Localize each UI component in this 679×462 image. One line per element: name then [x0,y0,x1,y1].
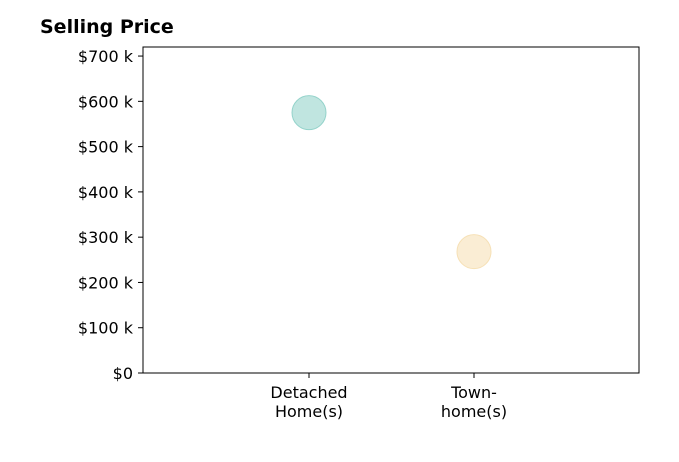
plot-area [142,46,640,374]
data-point [291,95,327,131]
data-points [291,95,492,270]
y-tick-label: $300 k [78,228,134,247]
plot-frame [142,46,640,374]
y-tick-label: $400 k [78,183,134,202]
y-tick-label: $200 k [78,273,134,292]
y-tick-label: $0 [113,364,133,383]
chart-title: Selling Price [40,16,174,38]
x-tick-label: Town-home(s) [441,383,507,421]
y-tick-label: $500 k [78,138,134,157]
x-axis: Detached Home(s) Town-home(s) [270,373,507,421]
y-tick-label: $100 k [78,319,134,338]
data-point [456,234,492,270]
x-tick-label: Detached Home(s) [270,383,347,421]
y-tick-label: $600 k [78,92,134,111]
y-tick-label: $700 k [78,47,134,66]
y-axis: $0 $100 k $200 k $300 k $400 k $500 k $600 k $7… [78,47,143,383]
